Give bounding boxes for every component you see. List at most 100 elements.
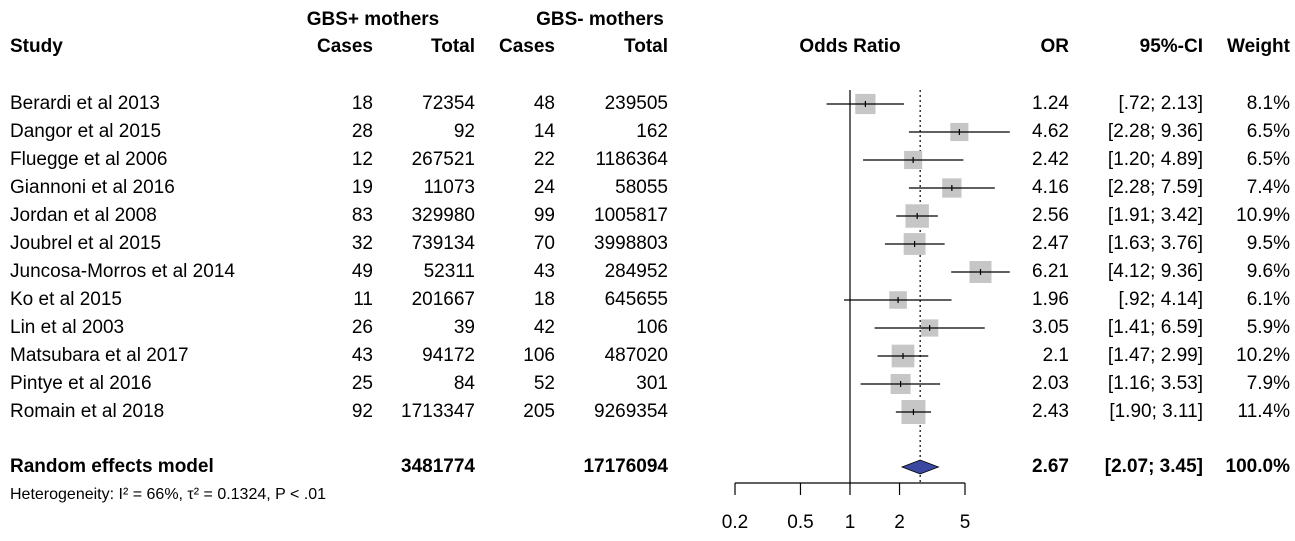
- x-tick-label: 2: [894, 512, 905, 533]
- or-label: 3.05: [1032, 317, 1069, 338]
- cell: 70: [534, 233, 555, 254]
- column-header: Weight: [1227, 36, 1291, 57]
- or-label: 6.21: [1032, 261, 1069, 282]
- cell: 24: [534, 177, 556, 198]
- x-tick-label: 5: [960, 512, 971, 533]
- cell: 3998803: [594, 233, 668, 254]
- weight-label: 11.4%: [1238, 401, 1291, 422]
- study-name: Lin et al 2003: [10, 317, 124, 338]
- cell: 52: [534, 373, 555, 394]
- cell: 3481774: [401, 456, 475, 477]
- cell: 49: [352, 261, 373, 282]
- cell: 11: [353, 289, 373, 310]
- study-name: Juncosa-Morros et al 2014: [10, 261, 235, 282]
- ci-label: [1.47; 2.99]: [1108, 345, 1203, 366]
- ci-label: [2.07; 3.45]: [1105, 456, 1203, 477]
- cell: 28: [352, 121, 373, 142]
- cell: 9269354: [594, 401, 668, 422]
- cell: 739134: [412, 233, 476, 254]
- study-name: Pintye et al 2016: [10, 373, 152, 394]
- cell: 25: [352, 373, 373, 394]
- or-label: 1.96: [1032, 289, 1069, 310]
- weight-label: 9.5%: [1247, 233, 1290, 254]
- group-header: GBS- mothers: [536, 9, 664, 30]
- weight-label: 6.5%: [1247, 149, 1290, 170]
- x-tick-label: 0.5: [787, 512, 813, 533]
- ci-label: [1.20; 4.89]: [1108, 149, 1203, 170]
- cell: 43: [534, 261, 555, 282]
- group-header: GBS+ mothers: [307, 9, 440, 30]
- cell: 39: [454, 317, 475, 338]
- ci-label: [1.16; 3.53]: [1108, 373, 1203, 394]
- cell: 329980: [412, 205, 475, 226]
- model-name: Random effects model: [10, 456, 214, 477]
- cell: 72354: [422, 93, 475, 114]
- cell: 83: [352, 205, 373, 226]
- study-name: Romain et al 2018: [10, 401, 164, 422]
- ci-label: [1.91; 3.42]: [1108, 205, 1203, 226]
- weight-label: 10.2%: [1236, 345, 1290, 366]
- cell: 487020: [605, 345, 668, 366]
- cell: 17176094: [583, 456, 668, 477]
- ci-label: [4.12; 9.36]: [1108, 261, 1203, 282]
- ci-label: [2.28; 9.36]: [1108, 121, 1203, 142]
- heterogeneity: Heterogeneity: I² = 66%, τ² = 0.1324, P …: [10, 486, 326, 503]
- ci-label: [.92; 4.14]: [1118, 289, 1203, 310]
- cell: 32: [352, 233, 373, 254]
- or-label: 1.24: [1032, 93, 1069, 114]
- cell: 162: [636, 121, 668, 142]
- weight-label: 7.9%: [1247, 373, 1290, 394]
- weight-label: 9.6%: [1247, 261, 1290, 282]
- or-label: 2.42: [1032, 149, 1069, 170]
- weight-label: 5.9%: [1247, 317, 1290, 338]
- weight-label: 8.1%: [1247, 93, 1290, 114]
- column-header: Odds Ratio: [799, 36, 900, 57]
- ci-label: [1.63; 3.76]: [1108, 233, 1203, 254]
- cell: 301: [636, 373, 668, 394]
- ci-label: [1.41; 6.59]: [1108, 317, 1203, 338]
- study-name: Dangor et al 2015: [10, 121, 161, 142]
- cell: 18: [534, 289, 555, 310]
- cell: 106: [523, 345, 555, 366]
- cell: 106: [636, 317, 668, 338]
- x-tick-label: 0.2: [722, 512, 748, 533]
- cell: 239505: [605, 93, 668, 114]
- cell: 84: [454, 373, 476, 394]
- cell: 99: [534, 205, 555, 226]
- cell: 92: [454, 121, 475, 142]
- cell: 22: [534, 149, 555, 170]
- cell: 48: [534, 93, 555, 114]
- cell: 92: [352, 401, 373, 422]
- cell: 94172: [422, 345, 475, 366]
- or-label: 2.47: [1032, 233, 1069, 254]
- column-header: OR: [1041, 36, 1070, 57]
- cell: 1713347: [401, 401, 475, 422]
- or-label: 4.16: [1032, 177, 1069, 198]
- or-label: 2.1: [1043, 345, 1069, 366]
- cell: 1005817: [594, 205, 668, 226]
- column-header: Total: [624, 36, 668, 57]
- study-name: Giannoni et al 2016: [10, 177, 175, 198]
- study-name: Fluegge et al 2006: [10, 149, 167, 170]
- ci-label: [.72; 2.13]: [1118, 93, 1203, 114]
- cell: 205: [523, 401, 555, 422]
- weight-label: 7.4%: [1247, 177, 1290, 198]
- study-name: Jordan et al 2008: [10, 205, 157, 226]
- weight-label: 10.9%: [1236, 205, 1290, 226]
- cell: 42: [534, 317, 555, 338]
- cell: 267521: [412, 149, 475, 170]
- or-label: 4.62: [1032, 121, 1069, 142]
- cell: 11073: [424, 177, 475, 198]
- weight-label: 6.1%: [1247, 289, 1290, 310]
- cell: 14: [534, 121, 556, 142]
- weight-label: 100.0%: [1226, 456, 1291, 477]
- or-label: 2.03: [1032, 373, 1069, 394]
- ci-label: [2.28; 7.59]: [1108, 177, 1203, 198]
- study-name: Matsubara et al 2017: [10, 345, 189, 366]
- cell: 43: [352, 345, 373, 366]
- column-header: Cases: [499, 36, 555, 57]
- study-name: Ko et al 2015: [10, 289, 122, 310]
- or-label: 2.43: [1032, 401, 1069, 422]
- x-tick-label: 1: [845, 512, 856, 533]
